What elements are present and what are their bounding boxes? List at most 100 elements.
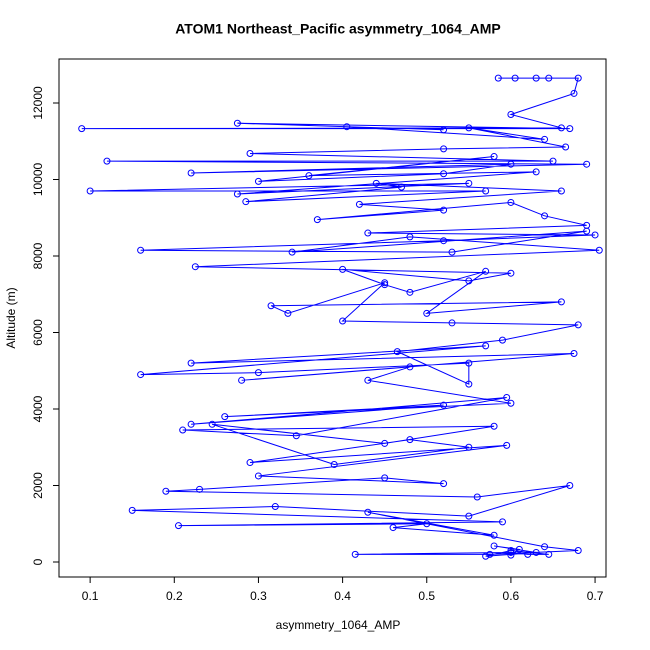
data-point <box>389 524 397 532</box>
data-point <box>440 170 448 178</box>
data-point <box>364 508 372 516</box>
data-point <box>574 74 582 82</box>
data-point <box>78 125 86 133</box>
data-point <box>351 550 359 558</box>
data-point <box>465 380 473 388</box>
data-point <box>524 550 532 558</box>
data-point <box>532 548 540 556</box>
data-point <box>490 153 498 161</box>
data-point <box>381 281 389 289</box>
data-point <box>465 124 473 132</box>
data-point <box>254 177 262 185</box>
data-point <box>503 441 511 449</box>
data-point <box>515 545 523 553</box>
data-point <box>595 246 603 254</box>
y-axis-label: Altitude (m) <box>4 287 18 348</box>
data-point <box>238 376 246 384</box>
x-tick-label: 0.3 <box>250 589 267 603</box>
data-point <box>574 547 582 555</box>
data-point <box>393 348 401 356</box>
data-point <box>507 160 515 168</box>
data-line <box>81 77 600 557</box>
data-point <box>440 206 448 214</box>
data-point <box>440 126 448 134</box>
data-point <box>507 399 515 407</box>
data-point <box>233 190 241 198</box>
data-point <box>494 74 502 82</box>
data-point <box>465 443 473 451</box>
x-tick-label: 0.4 <box>334 589 351 603</box>
data-point <box>486 550 494 558</box>
data-point <box>137 371 145 379</box>
y-tick-label: 2000 <box>31 472 45 499</box>
x-tick-label: 0.2 <box>166 589 183 603</box>
data-point <box>423 309 431 317</box>
data-point <box>465 359 473 367</box>
data-point <box>103 157 111 165</box>
data-point <box>313 216 321 224</box>
data-point <box>271 503 279 511</box>
data-point <box>187 420 195 428</box>
data-point <box>507 548 515 556</box>
data-point <box>490 422 498 430</box>
chart-title: ATOM1 Northeast_Pacific asymmetry_1064_A… <box>175 21 501 37</box>
data-point <box>557 187 565 195</box>
data-point <box>541 135 549 143</box>
data-point <box>191 263 199 271</box>
data-point <box>187 169 195 177</box>
data-point <box>482 267 490 275</box>
data-point <box>355 200 363 208</box>
data-point <box>545 74 553 82</box>
data-point <box>503 394 511 402</box>
data-point <box>246 459 254 467</box>
x-tick-label: 0.1 <box>82 589 99 603</box>
data-point <box>440 480 448 488</box>
data-point <box>128 506 136 514</box>
data-point <box>423 520 431 528</box>
data-point <box>482 552 490 560</box>
data-point <box>254 369 262 377</box>
data-point <box>339 317 347 325</box>
data-point <box>242 198 250 206</box>
data-point <box>288 248 296 256</box>
data-point <box>221 413 229 421</box>
data-point <box>208 420 216 428</box>
x-tick-label: 0.6 <box>503 589 520 603</box>
data-point <box>545 550 553 558</box>
data-point <box>440 401 448 409</box>
data-point <box>305 172 313 180</box>
data-point <box>330 460 338 468</box>
data-point <box>179 426 187 434</box>
data-point <box>583 160 591 168</box>
data-point <box>507 269 515 277</box>
data-point <box>440 237 448 245</box>
plot-box <box>58 58 607 578</box>
data-point <box>482 342 490 350</box>
data-point <box>137 246 145 254</box>
y-tick-label: 8000 <box>31 242 45 269</box>
data-point <box>570 89 578 97</box>
data-point <box>562 143 570 151</box>
data-point <box>557 298 565 306</box>
data-point <box>507 198 515 206</box>
data-point <box>498 336 506 344</box>
y-tick-label: 0 <box>31 558 45 565</box>
data-point <box>364 376 372 384</box>
data-point <box>507 547 515 555</box>
data-point <box>532 74 540 82</box>
data-point <box>583 227 591 235</box>
data-point <box>174 522 182 530</box>
data-point <box>440 145 448 153</box>
data-point <box>507 110 515 118</box>
data-point <box>507 551 515 559</box>
data-point <box>465 512 473 520</box>
data-point <box>490 542 498 550</box>
data-point <box>482 187 490 195</box>
data-point <box>292 432 300 440</box>
data-point <box>364 229 372 237</box>
data-point <box>86 187 94 195</box>
data-point <box>196 485 204 493</box>
data-point <box>511 74 519 82</box>
data-point <box>267 302 275 310</box>
